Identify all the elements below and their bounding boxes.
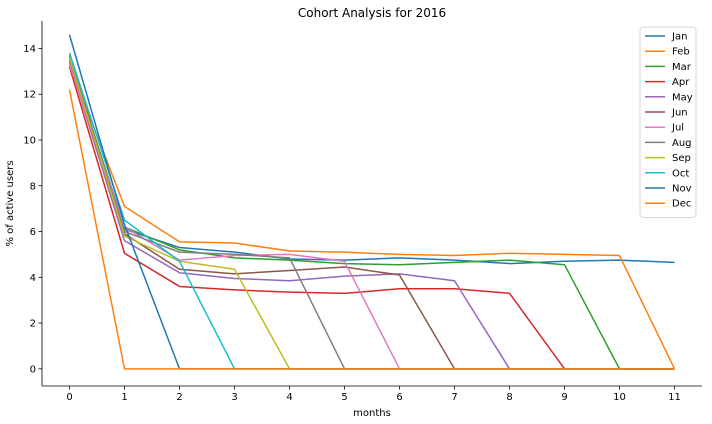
series-line-mar bbox=[68, 59, 675, 370]
series-line-aug bbox=[68, 59, 675, 370]
series-line-dec bbox=[68, 89, 675, 370]
y-tick-label: 14 bbox=[23, 44, 36, 55]
x-tick-label: 0 bbox=[66, 392, 72, 403]
series-line-apr bbox=[68, 66, 675, 370]
legend-label-may: May bbox=[672, 92, 693, 103]
x-tick-label: 2 bbox=[176, 392, 182, 403]
legend: Jan Feb Mar Apr May Jun Jul Aug Sep Oct Nov Dec bbox=[639, 26, 697, 218]
x-tick-label: 1 bbox=[121, 392, 127, 403]
x-tick-label: 6 bbox=[396, 392, 402, 403]
legend-label-mar: Mar bbox=[672, 62, 692, 73]
y-tick-label: 10 bbox=[23, 135, 36, 146]
x-tick-label: 9 bbox=[561, 392, 567, 403]
series-line-may bbox=[68, 61, 675, 370]
legend-label-sep: Sep bbox=[672, 153, 691, 164]
chart-title: Cohort Analysis for 2016 bbox=[298, 6, 446, 20]
legend-label-apr: Apr bbox=[672, 77, 690, 88]
x-tick-label: 8 bbox=[506, 392, 512, 403]
series-lines bbox=[68, 34, 676, 370]
legend-label-dec: Dec bbox=[672, 199, 691, 210]
x-tick-label: 7 bbox=[451, 392, 457, 403]
series-line-oct bbox=[68, 52, 675, 370]
legend-label-aug: Aug bbox=[672, 138, 692, 149]
y-tick-label: 2 bbox=[30, 319, 36, 330]
legend-label-jan: Jan bbox=[671, 32, 687, 43]
x-tick-label: 4 bbox=[286, 392, 292, 403]
legend-frame bbox=[639, 26, 697, 218]
series-line-feb bbox=[68, 64, 676, 370]
y-tick-label: 4 bbox=[30, 273, 36, 284]
x-tick-label: 5 bbox=[341, 392, 347, 403]
legend-label-nov: Nov bbox=[672, 184, 692, 195]
y-tick-label: 0 bbox=[30, 364, 36, 375]
y-tick-label: 8 bbox=[30, 181, 36, 192]
series-line-jun bbox=[68, 55, 675, 370]
x-tick-label: 3 bbox=[231, 392, 237, 403]
x-axis-label: months bbox=[353, 408, 391, 419]
x-tick-label: 11 bbox=[668, 392, 681, 403]
legend-label-feb: Feb bbox=[672, 47, 690, 58]
series-line-jul bbox=[68, 64, 675, 370]
series-line-jan bbox=[68, 57, 675, 265]
x-tick-label: 10 bbox=[613, 392, 626, 403]
legend-label-jun: Jun bbox=[671, 108, 688, 119]
y-tick-label: 6 bbox=[30, 227, 36, 238]
series-line-sep bbox=[68, 57, 675, 370]
legend-label-oct: Oct bbox=[672, 168, 689, 179]
legend-label-jul: Jul bbox=[671, 123, 684, 134]
y-tick-label: 12 bbox=[23, 90, 36, 101]
series-line-nov bbox=[68, 34, 675, 370]
y-axis-label: % of active users bbox=[5, 160, 16, 246]
